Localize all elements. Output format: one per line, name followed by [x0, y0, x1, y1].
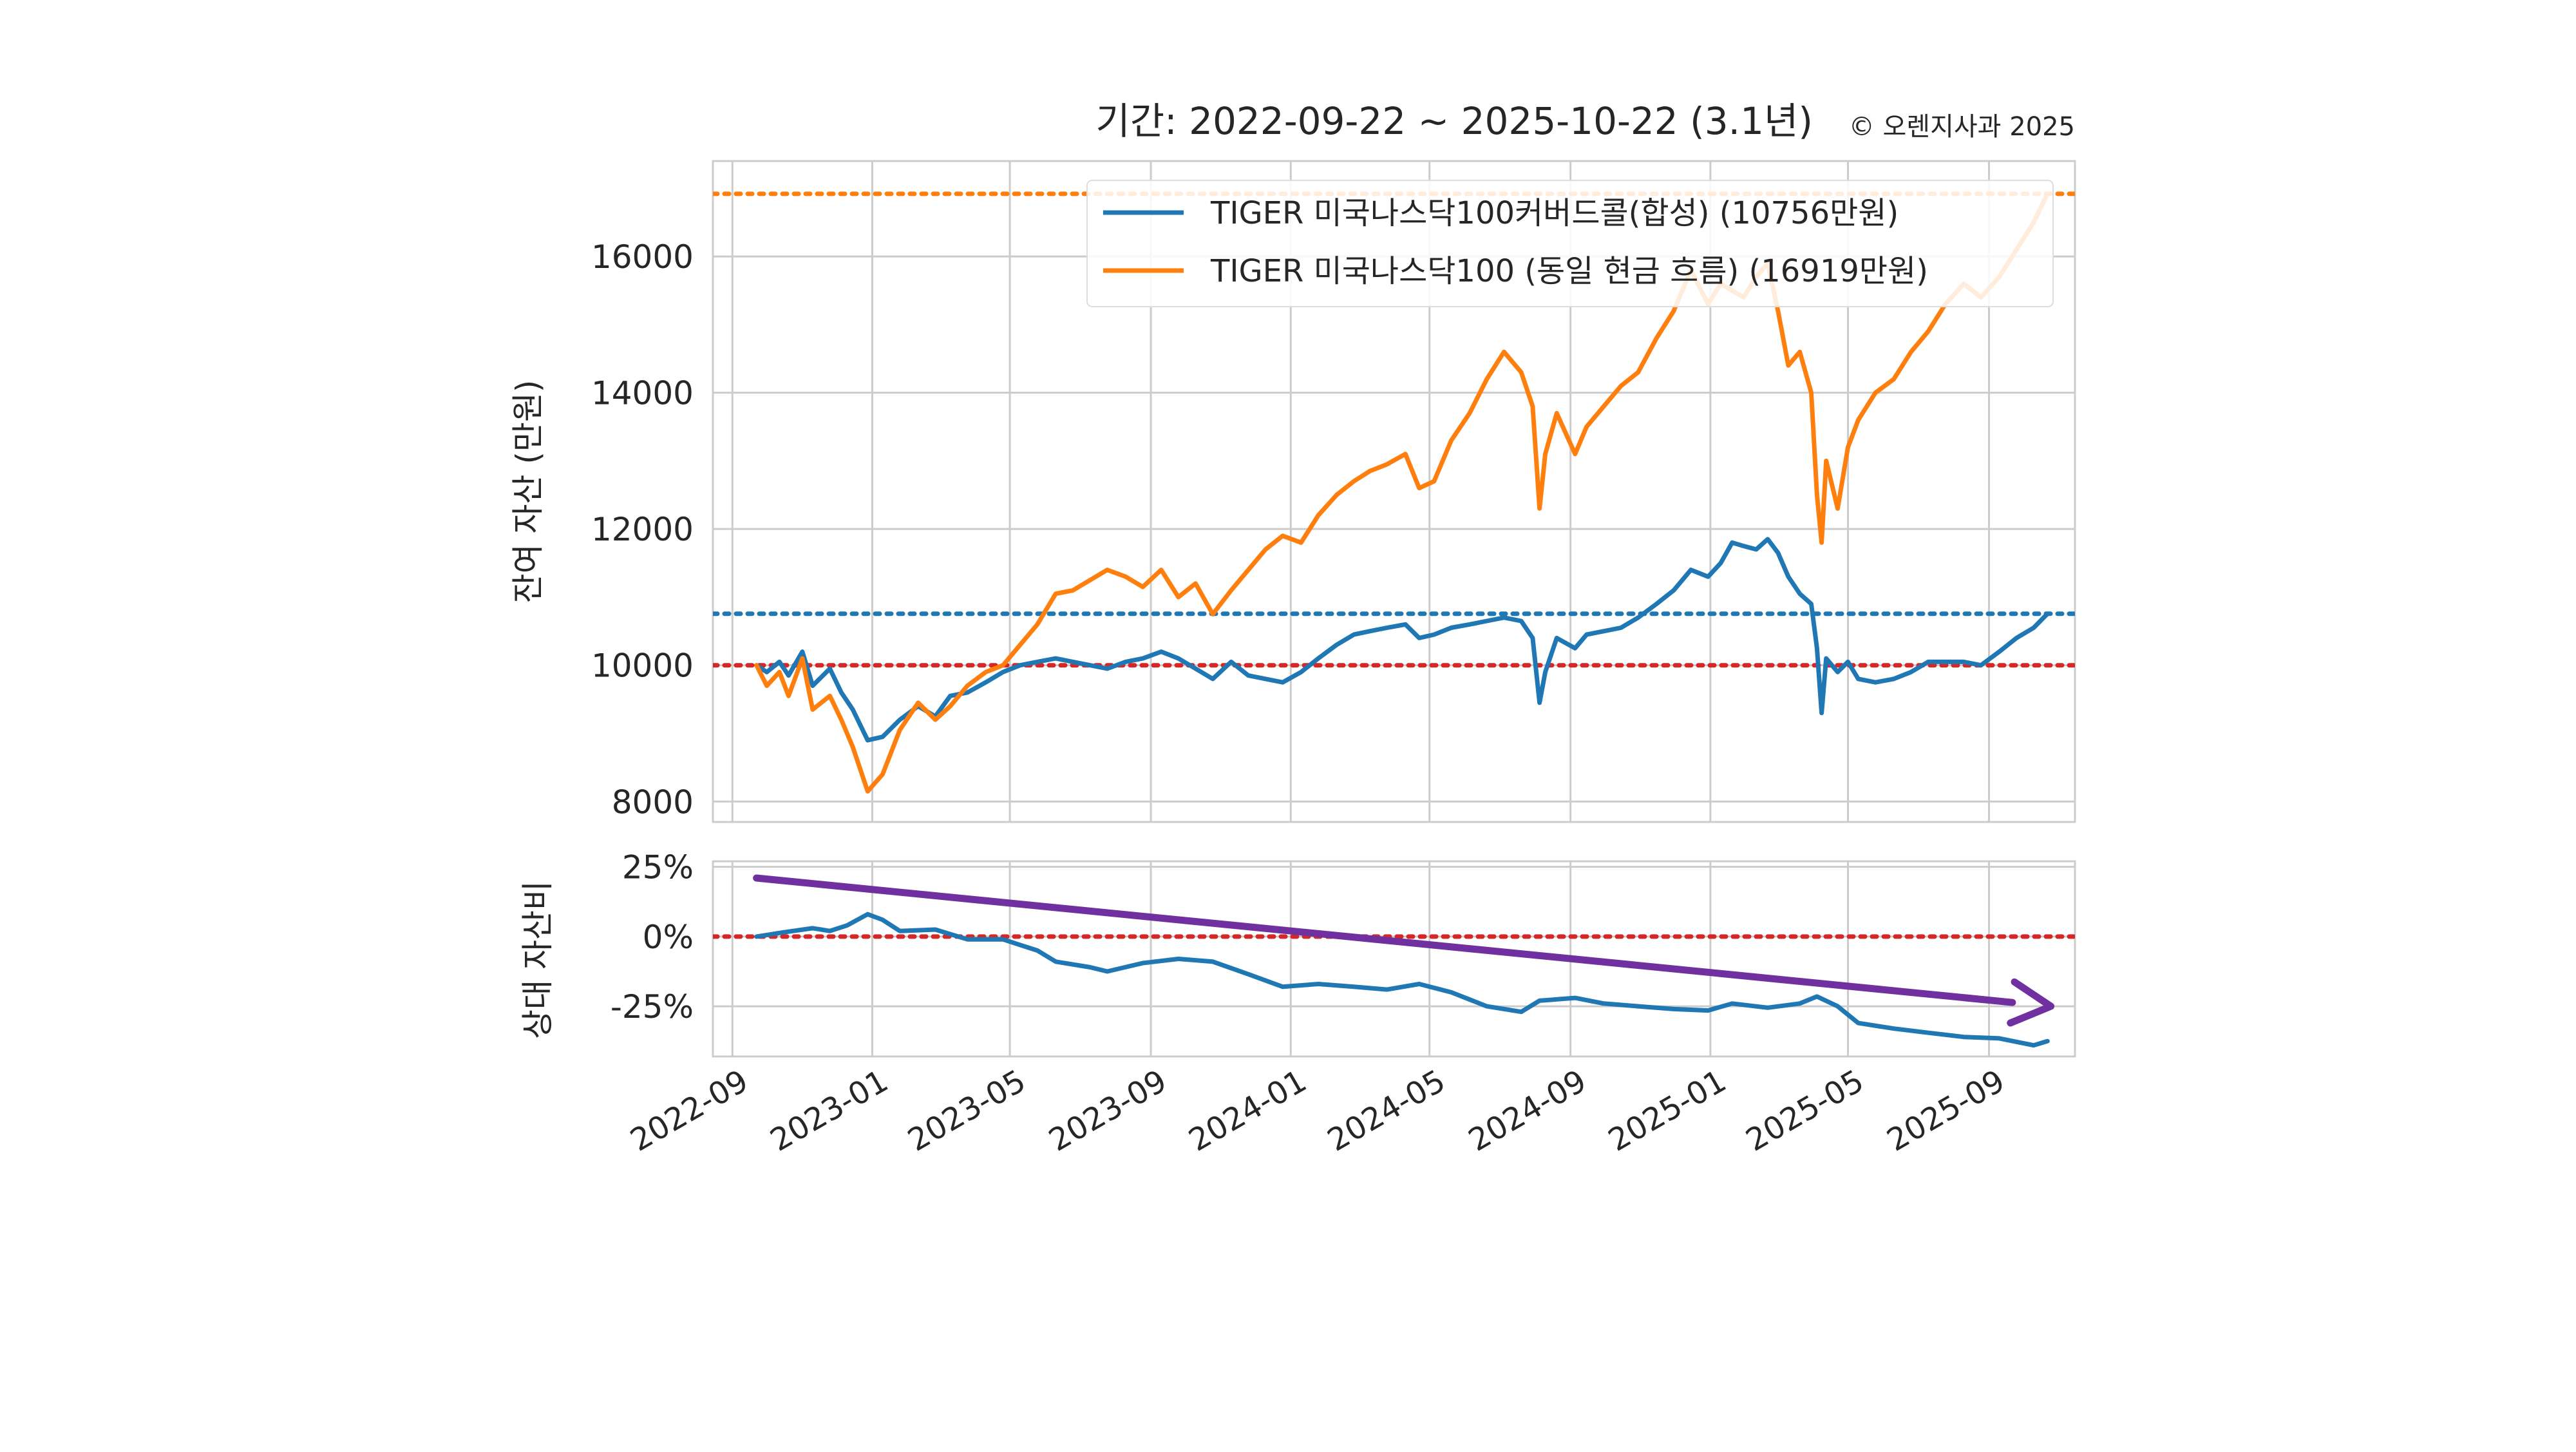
main-y-tick-label: 16000: [591, 238, 694, 276]
chart-title: 기간: 2022-09-22 ~ 2025-10-22 (3.1년): [1095, 99, 1813, 143]
legend-label-covered-call: TIGER 미국나스닥100커버드콜(합성) (10756만원): [1210, 195, 1899, 231]
main-y-tick-label: 12000: [591, 511, 694, 548]
main-y-tick-labels: 8000 10000 12000 14000 16000: [591, 238, 694, 821]
ratio-series-lines: [754, 912, 2050, 1048]
x-tick-label: 2023-01: [764, 1063, 895, 1159]
ratio-y-axis-label: 상대 자산비: [519, 881, 556, 1039]
x-tick-label: 2023-05: [902, 1063, 1032, 1159]
ratio-y-tick-labels: 25% 0% -25%: [611, 849, 694, 1026]
series-line-relative-ratio: [754, 912, 2050, 1048]
series-line-nasdaq100: [754, 191, 2050, 794]
x-tick-label: 2025-01: [1602, 1063, 1732, 1159]
ratio-y-tick-label: 0%: [643, 919, 694, 956]
main-y-tick-label: 10000: [591, 647, 694, 685]
x-tick-label: 2022-09: [625, 1063, 755, 1159]
main-series-lines: [754, 191, 2050, 794]
ratio-panel: 25% 0% -25% 상대 자산비: [519, 849, 2076, 1058]
x-tick-label: 2024-05: [1321, 1063, 1452, 1159]
trend-arrow-shaft: [753, 874, 2016, 1006]
ratio-y-tick-label: -25%: [611, 988, 694, 1026]
main-y-tick-label: 14000: [591, 375, 694, 412]
x-tick-labels: 2022-09 2023-01 2023-05 2023-09 2024-01 2024-…: [625, 1063, 2011, 1159]
legend-label-nasdaq100: TIGER 미국나스닥100 (동일 현금 흐름) (16919만원): [1210, 253, 1928, 289]
legend: TIGER 미국나스닥100커버드콜(합성) (10756만원) TIGER 미…: [1086, 180, 2054, 307]
main-y-axis-label: 잔여 자산 (만원): [509, 380, 547, 604]
chart-title-note: © 오렌지사과 2025: [1849, 112, 2075, 142]
x-tick-label: 2023-09: [1043, 1063, 1173, 1159]
x-tick-label: 2024-09: [1463, 1063, 1593, 1159]
x-tick-label: 2024-01: [1183, 1063, 1313, 1159]
trend-arrow-head: [2007, 978, 2055, 1027]
series-line-covered-call: [754, 537, 2050, 743]
main-y-tick-label: 8000: [612, 783, 694, 821]
legend-box: [1086, 180, 2054, 307]
x-tick-label: 2025-05: [1740, 1063, 1870, 1159]
trend-arrow: [753, 874, 2055, 1027]
x-tick-label: 2025-09: [1881, 1063, 2011, 1159]
main-panel: 8000 10000 12000 14000 16000 기간: 2022-09-22 …: [509, 99, 2076, 823]
ratio-y-tick-label: 25%: [622, 849, 694, 886]
